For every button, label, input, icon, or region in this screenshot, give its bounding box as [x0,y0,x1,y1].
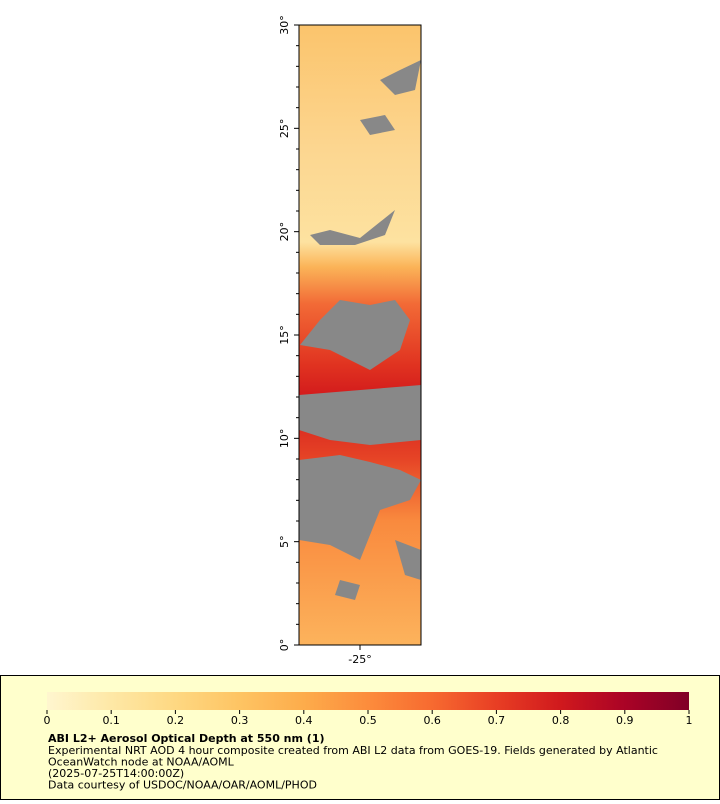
caption-line: OceanWatch node at NOAA/AOML [48,756,235,769]
colorbar-axis: 0 0.1 0.2 0.3 0.4 0.5 0.6 0.7 0.8 0.9 1 [44,710,693,727]
colorbar [47,692,689,710]
colorbar-tick-label: 0.7 [488,714,506,727]
caption-lines: Experimental NRT AOD 4 hour composite cr… [48,744,658,792]
no-data-areas [299,60,421,600]
colorbar-tick-label: 0.6 [423,714,441,727]
colorbar-tick-label: 0.1 [102,714,120,727]
colorbar-tick-label: 0.9 [616,714,634,727]
caption-line: Data courtesy of USDOC/NOAA/OAR/AOML/PHO… [48,779,317,792]
colorbar-tick-label: 0.8 [552,714,570,727]
colorbar-tick-label: 0.2 [167,714,185,727]
colorbar-tick-label: 0.4 [295,714,313,727]
colorbar-tick-label: 0 [44,714,51,727]
caption-title: ABI L2+ Aerosol Optical Depth at 550 nm … [48,732,325,745]
lat-label: 0° [278,639,291,652]
lat-label: 25° [278,119,291,139]
caption-line: Experimental NRT AOD 4 hour composite cr… [48,744,658,757]
colorbar-tick-label: 0.3 [231,714,249,727]
lat-label: 10° [278,429,291,449]
lat-label: 5° [278,535,291,548]
colorbar-tick-label: 1 [686,714,693,727]
lat-label: 30° [278,15,291,35]
lat-label: 15° [278,325,291,345]
colorbar-tick-label: 0.5 [359,714,377,727]
lat-label: 20° [278,222,291,242]
lat-axis: 0° 5° 10° 15° 20° 25° 30° [278,15,299,651]
lon-label: -25° [348,653,371,666]
map [298,24,422,646]
caption-line: (2025-07-25T14:00:00Z) [48,767,184,780]
